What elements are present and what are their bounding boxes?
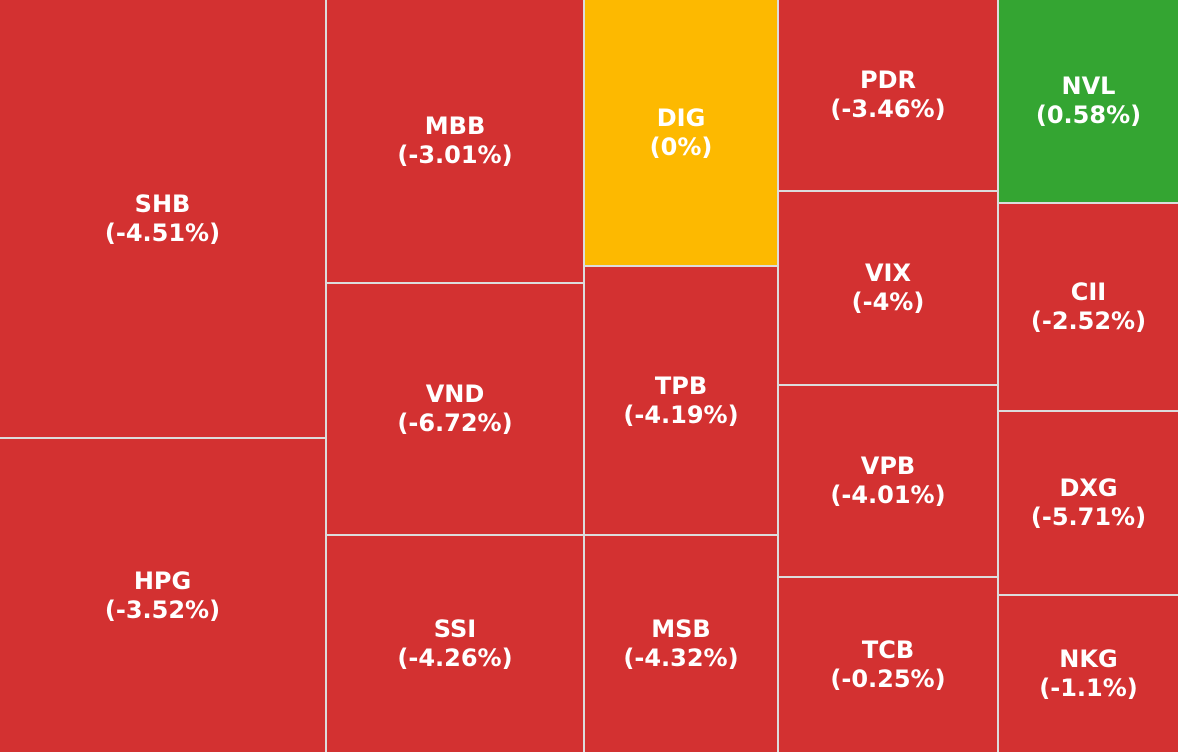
tile-change: (-4.51%)	[104, 218, 221, 247]
tile-change: (-3.01%)	[397, 141, 513, 169]
tile-label: CII	[1070, 278, 1107, 306]
tile-label: TCB	[861, 636, 915, 664]
tile[interactable]: VND (-6.72%)	[327, 284, 583, 534]
tile[interactable]: VIX (-4%)	[779, 192, 997, 384]
tile-label: NKG	[1059, 645, 1118, 673]
tile-label: VPB	[860, 452, 916, 480]
tile[interactable]: NKG (-1.1%)	[999, 596, 1178, 752]
tile[interactable]: DXG (-5.71%)	[999, 412, 1178, 594]
tile-change: (-4%)	[851, 288, 925, 316]
tile-change: (-4.26%)	[397, 644, 513, 672]
tile[interactable]: MBB (-3.01%)	[327, 0, 583, 282]
tile-label: MSB	[651, 615, 711, 643]
tile[interactable]: TCB (-0.25%)	[779, 578, 997, 752]
tile-label: VND	[425, 380, 485, 408]
tile-change: (-4.32%)	[623, 644, 739, 672]
tile-change: (-4.01%)	[830, 481, 946, 509]
tile[interactable]: SSI (-4.26%)	[327, 536, 583, 752]
tile-change: (-3.52%)	[104, 595, 221, 624]
tile-label: DIG	[656, 103, 706, 132]
tile-label: DXG	[1059, 474, 1118, 502]
tile-change: (-6.72%)	[397, 409, 513, 437]
tile[interactable]: CII (-2.52%)	[999, 204, 1178, 410]
tile-change: (-3.46%)	[830, 95, 946, 123]
tile-label: SHB	[134, 189, 191, 218]
tile-label: HPG	[133, 566, 192, 595]
tile-change: (-1.1%)	[1039, 674, 1138, 702]
tile-change: (-5.71%)	[1030, 503, 1147, 531]
tile[interactable]: DIG (0%)	[585, 0, 777, 265]
tile[interactable]: TPB (-4.19%)	[585, 267, 777, 534]
tile[interactable]: HPG (-3.52%)	[0, 439, 325, 752]
tile[interactable]: NVL (0.58%)	[999, 0, 1178, 202]
tile-change: (-2.52%)	[1030, 307, 1147, 335]
tile-change: (0.58%)	[1035, 101, 1142, 129]
tile[interactable]: PDR (-3.46%)	[779, 0, 997, 190]
tile-label: PDR	[860, 66, 916, 94]
tile-label: TPB	[654, 371, 708, 400]
tile[interactable]: SHB (-4.51%)	[0, 0, 325, 437]
tile-change: (0%)	[649, 132, 713, 161]
tile-label: MBB	[424, 112, 486, 140]
tile[interactable]: VPB (-4.01%)	[779, 386, 997, 576]
tile[interactable]: MSB (-4.32%)	[585, 536, 777, 752]
tile-change: (-4.19%)	[623, 400, 739, 429]
tile-change: (-0.25%)	[830, 665, 946, 693]
tile-label: SSI	[433, 615, 477, 643]
tile-label: NVL	[1061, 72, 1116, 100]
tile-label: VIX	[864, 259, 911, 287]
